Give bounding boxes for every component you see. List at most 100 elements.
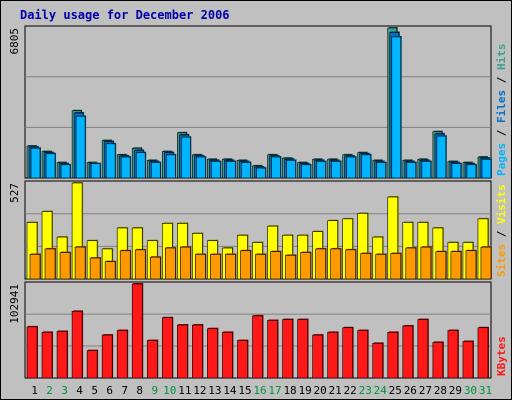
- bar-sites: [405, 247, 417, 280]
- bar-sites: [345, 249, 356, 280]
- bar-pages: [135, 152, 146, 179]
- x-tick-label: 7: [121, 384, 128, 397]
- bar-sites: [89, 257, 101, 280]
- x-tick-label: 14: [223, 384, 237, 397]
- bar-kbytes: [146, 340, 158, 379]
- bar-kbytes: [327, 332, 338, 379]
- bar-sites: [240, 250, 251, 280]
- x-tick-label: 12: [193, 384, 206, 397]
- bar-kbytes: [71, 311, 83, 379]
- bar-kbytes: [357, 330, 369, 379]
- bar-pages: [451, 163, 462, 179]
- bar-kbytes: [56, 331, 68, 379]
- bar-kbytes: [462, 341, 474, 379]
- bar-kbytes: [131, 283, 143, 379]
- ymax-label: 6805: [8, 28, 21, 55]
- legend-entry-2: Files: [495, 90, 508, 123]
- bar-kbytes: [282, 319, 293, 379]
- bar-sites: [285, 255, 296, 280]
- bar-pages: [481, 158, 492, 179]
- x-tick-label: 20: [314, 384, 327, 397]
- bar-pages: [60, 164, 71, 179]
- bar-pages: [271, 156, 281, 179]
- bar-kbytes: [252, 315, 263, 379]
- bar-kbytes: [297, 319, 308, 379]
- bar-sites: [330, 248, 341, 280]
- bar-kbytes: [207, 328, 218, 379]
- legend-entry-0: KBytes: [495, 336, 508, 376]
- bar-sites: [59, 252, 71, 280]
- bar-kbytes: [101, 334, 113, 379]
- bar-kbytes: [192, 324, 203, 379]
- bar-kbytes: [312, 334, 323, 379]
- x-tick-label: 22: [344, 384, 357, 397]
- legend-entry-0: Sites: [495, 244, 508, 277]
- bar-pages: [241, 162, 251, 179]
- bar-pages: [301, 164, 311, 179]
- bar-kbytes: [402, 325, 414, 379]
- axis-legend: Pages / Files / Hits: [495, 44, 508, 177]
- x-tick-label: 11: [178, 384, 191, 397]
- bar-sites: [360, 253, 372, 280]
- x-tick-label: 30: [464, 384, 477, 397]
- bar-pages: [181, 136, 191, 179]
- x-tick-label: 29: [449, 384, 462, 397]
- x-tick-label: 31: [479, 384, 492, 397]
- bar-kbytes: [237, 340, 248, 379]
- bar-sites: [465, 250, 477, 280]
- bar-sites: [390, 253, 402, 280]
- x-tick-label: 21: [329, 384, 342, 397]
- x-tick-label: 25: [389, 384, 402, 397]
- bar-kbytes: [222, 332, 233, 379]
- panel-2: 102941 KBytes: [8, 281, 508, 379]
- x-tick-label: 1: [31, 384, 38, 397]
- bar-kbytes: [477, 327, 489, 379]
- bar-pages: [376, 162, 387, 179]
- bar-kbytes: [267, 320, 278, 379]
- bar-pages: [361, 154, 372, 179]
- bar-sites: [210, 254, 221, 280]
- x-tick-label: 23: [359, 384, 372, 397]
- bar-sites: [255, 254, 266, 280]
- bar-sites: [300, 252, 311, 280]
- x-tick-label: 16: [253, 384, 266, 397]
- bar-pages: [346, 156, 356, 179]
- bar-pages: [421, 161, 432, 179]
- bar-kbytes: [41, 332, 53, 379]
- x-tick-label: 6: [106, 384, 113, 397]
- bar-pages: [226, 161, 236, 179]
- legend-entry-2: Visits: [495, 184, 508, 224]
- x-tick-label: 10: [163, 384, 176, 397]
- x-tick-label: 4: [76, 384, 83, 397]
- bar-pages: [256, 167, 266, 179]
- bar-sites: [375, 254, 387, 280]
- bar-kbytes: [417, 319, 429, 379]
- bar-sites: [164, 247, 176, 280]
- legend-entry-1: /: [495, 123, 508, 143]
- bar-pages: [45, 153, 56, 179]
- bar-pages: [90, 163, 101, 179]
- x-tick-label: 15: [238, 384, 251, 397]
- x-tick-label: 18: [283, 384, 296, 397]
- bar-kbytes: [26, 326, 38, 379]
- panel-frame: [24, 25, 492, 179]
- bar-sites: [134, 249, 146, 280]
- bar-sites: [180, 246, 191, 280]
- bar-kbytes: [432, 342, 444, 379]
- bar-kbytes: [177, 324, 188, 379]
- bar-sites: [270, 251, 281, 280]
- axis-legend: Sites / Visits: [495, 184, 508, 277]
- legend-entry-3: /: [495, 70, 508, 90]
- x-tick-label: 27: [419, 384, 432, 397]
- bar-pages: [406, 162, 417, 179]
- x-tick-label: 19: [298, 384, 311, 397]
- bar-sites: [44, 248, 56, 280]
- legend-entry-4: Hits: [495, 44, 508, 71]
- bar-pages: [436, 135, 447, 179]
- bar-pages: [150, 162, 161, 179]
- bar-kbytes: [372, 343, 384, 379]
- ymax-label: 527: [8, 183, 21, 203]
- bar-sites: [195, 254, 206, 280]
- bar-pages: [30, 147, 41, 179]
